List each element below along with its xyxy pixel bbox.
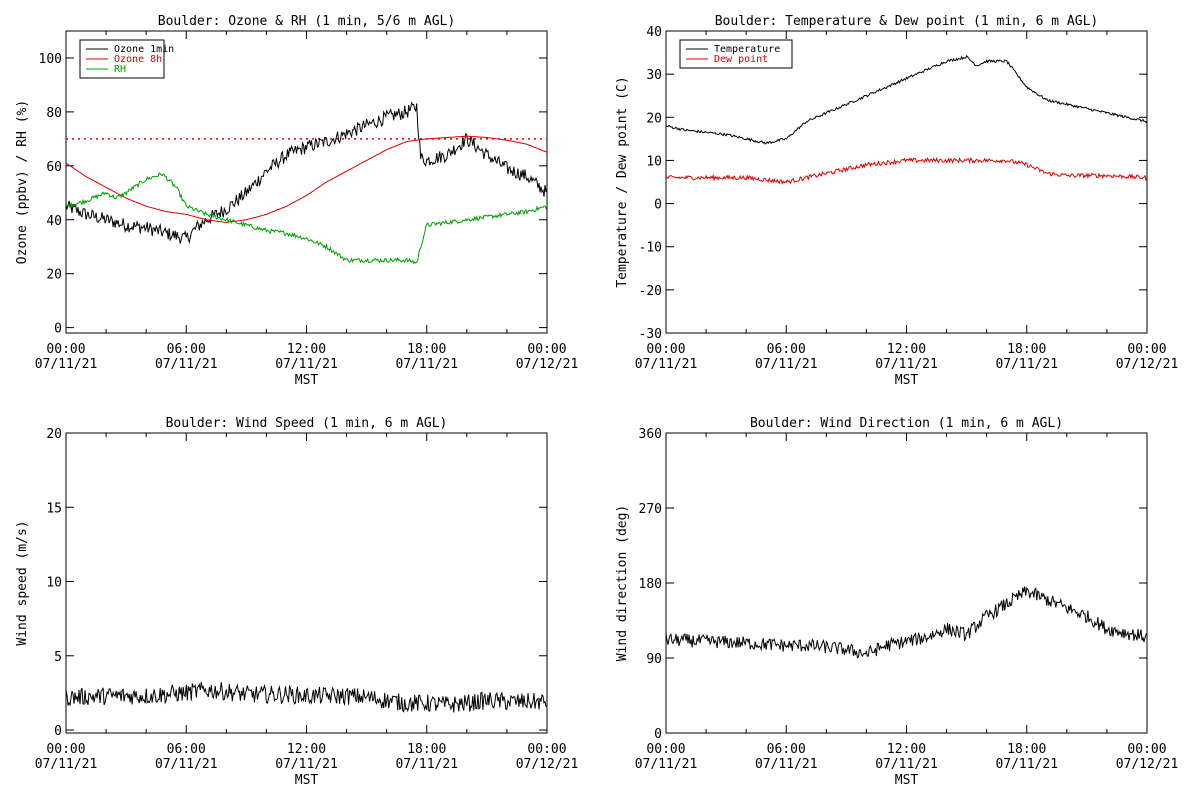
legend-label: Dew point [714,54,768,65]
x-tick-label-time: 18:00 [407,342,446,357]
x-tick-label-time: 06:00 [167,342,206,357]
series-line-ozone-8h [66,135,547,223]
y-tick-label: -20 [639,284,662,299]
y-tick-label: 30 [646,68,662,83]
x-tick-label-time: 00:00 [527,342,566,357]
legend-label: RH [114,64,126,75]
chart-title: Boulder: Wind Direction (1 min, 6 m AGL) [750,416,1063,431]
legend-label: Ozone 8h [114,54,162,65]
y-tick-label: 40 [646,25,662,40]
chart-wdir: Boulder: Wind Direction (1 min, 6 m AGL)… [615,416,1178,788]
x-tick-label-date: 07/11/21 [755,357,818,372]
y-tick-label: 5 [54,650,62,665]
x-tick-label-time: 18:00 [1007,342,1046,357]
legend-box [679,39,793,69]
x-tick-label-date: 07/11/21 [155,357,218,372]
series-line-wspd [66,681,547,713]
x-axis-label: MST [895,773,919,788]
x-tick-label-time: 00:00 [46,742,85,757]
x-tick-label-date: 07/11/21 [995,357,1058,372]
x-tick-label-time: 18:00 [1007,742,1046,757]
x-tick-label-date: 07/12/21 [1116,757,1179,772]
y-tick-label: 90 [646,652,662,667]
chart-wspd: Boulder: Wind Speed (1 min, 6 m AGL) 0 5 10… [15,416,578,788]
y-tick-label: 360 [639,427,662,442]
x-tick-label-time: 12:00 [887,342,926,357]
plot-frame [665,432,1148,734]
y-tick-label: 10 [646,154,662,169]
series-line-ozone-1min [66,101,547,244]
y-tick-label: -30 [639,327,662,342]
x-axis-label: MST [295,373,319,388]
y-tick-label: 10 [46,576,62,591]
x-tick-label-time: 12:00 [287,342,326,357]
series-line-rh [66,172,547,265]
series-line-wdir [666,586,1147,659]
y-axis-label: Ozone (ppbv) / RH (%) [15,100,30,264]
x-tick-label-date: 07/11/21 [35,757,98,772]
y-tick-label: -10 [639,241,662,256]
legend-label: Ozone 1min [114,44,174,55]
y-tick-label: 0 [654,727,662,742]
x-tick-label-date: 07/11/21 [275,757,338,772]
x-tick-label-date: 07/11/21 [395,757,458,772]
x-tick-label-date: 07/11/21 [275,357,338,372]
x-tick-label-date: 07/11/21 [635,357,698,372]
x-tick-label-time: 00:00 [1127,342,1166,357]
chart-title: Boulder: Ozone & RH (1 min, 5/6 m AGL) [158,14,455,29]
x-tick-label-date: 07/11/21 [155,757,218,772]
x-tick-label-date: 07/11/21 [395,357,458,372]
series-line-dew-point [666,157,1147,186]
y-tick-label: 80 [46,106,62,121]
chart-title: Boulder: Wind Speed (1 min, 6 m AGL) [166,416,448,431]
y-axis-label: Wind speed (m/s) [15,520,30,645]
plot-frame [665,30,1148,334]
chart-ozone: Boulder: Ozone & RH (1 min, 5/6 m AGL) 0 2… [15,14,578,388]
series-line-temperature [666,54,1147,145]
y-tick-label: 270 [639,502,662,517]
y-tick-label: 100 [39,52,62,67]
y-tick-label: 180 [639,577,662,592]
x-tick-label-date: 07/11/21 [755,757,818,772]
x-tick-label-time: 00:00 [527,742,566,757]
x-tick-label-time: 00:00 [1127,742,1166,757]
y-axis-label: Temperature / Dew point (C) [615,76,630,287]
x-tick-label-time: 00:00 [646,342,685,357]
x-tick-label-time: 12:00 [887,742,926,757]
x-tick-label-date: 07/11/21 [35,357,98,372]
y-tick-label: 20 [46,427,62,442]
x-tick-label-date: 07/11/21 [875,357,938,372]
legend-label: Temperature [714,44,780,55]
y-tick-label: 0 [54,322,62,337]
x-tick-label-time: 06:00 [767,742,806,757]
y-tick-label: 20 [646,111,662,126]
y-tick-label: 15 [46,501,62,516]
y-tick-label: 0 [654,198,662,213]
x-tick-label-date: 07/11/21 [995,757,1058,772]
x-tick-label-time: 00:00 [46,342,85,357]
chart-title: Boulder: Temperature & Dew point (1 min,… [715,14,1099,29]
x-tick-label-date: 07/12/21 [516,757,579,772]
x-tick-label-date: 07/11/21 [875,757,938,772]
y-tick-label: 20 [46,268,62,283]
y-tick-label: 60 [46,160,62,175]
x-tick-label-time: 06:00 [767,342,806,357]
x-tick-label-time: 18:00 [407,742,446,757]
chart-temp: Boulder: Temperature & Dew point (1 min,… [615,14,1178,388]
y-tick-label: 0 [54,724,62,739]
x-axis-label: MST [895,373,919,388]
x-tick-label-time: 12:00 [287,742,326,757]
x-tick-label-time: 00:00 [646,742,685,757]
x-tick-label-date: 07/12/21 [516,357,579,372]
x-tick-label-date: 07/12/21 [1116,357,1179,372]
x-axis-label: MST [295,773,319,788]
y-tick-label: 40 [46,214,62,229]
y-axis-label: Wind direction (deg) [615,505,630,662]
x-tick-label-date: 07/11/21 [635,757,698,772]
plot-frame [65,432,548,734]
x-tick-label-time: 06:00 [167,742,206,757]
